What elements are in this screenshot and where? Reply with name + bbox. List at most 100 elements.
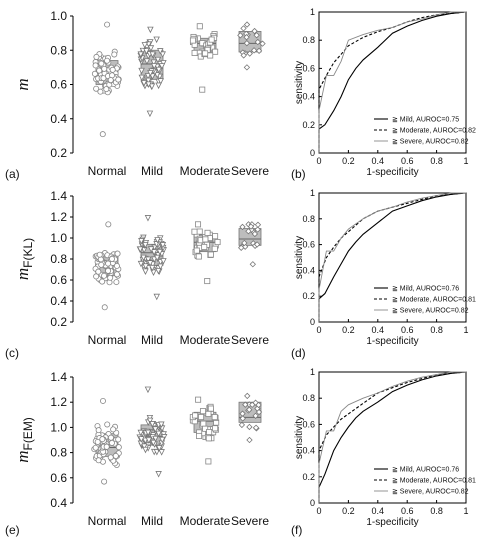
data-point <box>255 408 263 416</box>
data-point <box>252 412 259 419</box>
data-point <box>107 454 114 461</box>
data-point <box>201 243 208 250</box>
data-point <box>154 237 161 244</box>
x-tick-label: 0.8 <box>430 506 443 516</box>
data-point <box>142 242 149 249</box>
category-label: Moderate <box>180 514 231 528</box>
data-point <box>250 47 258 54</box>
panel-label: (e) <box>5 523 20 537</box>
data-point <box>212 48 219 55</box>
data-point <box>237 32 244 39</box>
data-point <box>238 421 246 429</box>
data-point <box>137 260 145 268</box>
y-axis-label: sensitivity <box>294 61 305 104</box>
data-point <box>246 406 253 413</box>
legend-entry: ≧ Severe, AUROC=0.82 <box>392 308 469 315</box>
data-point <box>93 53 100 60</box>
y-axis-label-sub: F(KL) <box>21 238 35 268</box>
box-panel-a: 0.2 0.4 0.6 0.8 1.0 Normal Mild Moderate Severe m… <box>5 9 269 181</box>
y-tick-label: 1.0 <box>50 420 67 434</box>
data-point <box>251 230 259 238</box>
data-point <box>114 250 121 257</box>
y-tick-label: 0.6 <box>302 63 315 73</box>
y-tick-label: 0.8 <box>302 35 315 45</box>
data-point <box>142 268 149 276</box>
data-point <box>155 267 162 275</box>
y-tick-label: 0.8 <box>302 393 315 403</box>
y-axis-label: mF(EM) <box>13 417 35 463</box>
data-point <box>150 249 158 256</box>
data-point <box>138 74 146 82</box>
data-point <box>253 241 261 248</box>
data-point <box>113 279 120 286</box>
data-point <box>155 66 163 74</box>
data-point <box>142 263 149 270</box>
y-tick-label: 1 <box>310 7 315 17</box>
data-point <box>196 228 203 235</box>
panel-label: (f) <box>291 523 302 537</box>
y-tick-label: 0.6 <box>302 240 315 250</box>
y-tick-label: 0.6 <box>302 419 315 429</box>
x-tick-label: 0.2 <box>342 156 355 166</box>
data-point <box>239 415 246 422</box>
data-point <box>153 36 160 44</box>
data-point <box>207 405 214 412</box>
data-point <box>153 293 161 301</box>
data-point <box>98 261 105 268</box>
data-point <box>246 436 253 444</box>
data-point <box>101 272 108 279</box>
plot-frame <box>318 192 467 323</box>
data-point <box>208 36 215 43</box>
y-axis-label: sensitivity <box>294 236 305 279</box>
data-point <box>145 437 153 444</box>
category-label: Severe <box>231 164 269 178</box>
data-point <box>107 274 114 281</box>
data-point <box>140 254 147 262</box>
data-point <box>243 40 251 47</box>
data-point <box>259 40 266 47</box>
data-point <box>141 42 149 49</box>
data-point <box>199 408 206 415</box>
data-point <box>211 414 218 421</box>
data-point <box>254 38 261 46</box>
x-tick-label: 0.4 <box>372 325 385 335</box>
data-point <box>247 223 255 230</box>
data-point <box>144 386 152 394</box>
data-point <box>141 443 148 450</box>
data-point <box>145 77 152 85</box>
data-point <box>255 47 263 54</box>
data-point <box>138 436 145 443</box>
data-point <box>104 57 111 64</box>
x-axis-label: 1-specificity <box>366 517 418 528</box>
data-point <box>109 66 116 73</box>
data-point <box>246 50 253 57</box>
y-tick-label: 1.4 <box>50 370 67 384</box>
y-tick-label: 1 <box>310 367 315 377</box>
data-point <box>107 77 114 84</box>
legend-entry: ≧ Mild, AUROC=0.75 <box>392 117 459 124</box>
data-point <box>149 264 156 272</box>
x-tick-label: 0.4 <box>372 506 385 516</box>
data-point <box>104 21 111 28</box>
data-point <box>99 397 106 404</box>
x-tick-label: 0 <box>316 156 321 166</box>
data-point <box>189 37 196 44</box>
data-point <box>107 434 114 441</box>
data-point <box>253 32 260 39</box>
y-tick-label: 1.2 <box>50 210 67 224</box>
data-point <box>99 278 106 285</box>
data-point <box>205 435 212 442</box>
y-tick-label: 0.6 <box>50 78 67 92</box>
data-point <box>157 48 164 55</box>
panel-label: (d) <box>291 346 306 360</box>
category-label: Mild <box>141 514 163 528</box>
data-point <box>93 85 100 92</box>
data-point <box>150 269 157 277</box>
roc-curve-solid <box>318 192 467 322</box>
data-point <box>144 429 152 437</box>
legend-entry: ≧ Mild, AUROC=0.76 <box>392 467 459 474</box>
data-point <box>147 246 155 253</box>
data-point <box>246 423 253 431</box>
y-tick-label: 1 <box>310 188 315 198</box>
data-point <box>92 62 99 69</box>
